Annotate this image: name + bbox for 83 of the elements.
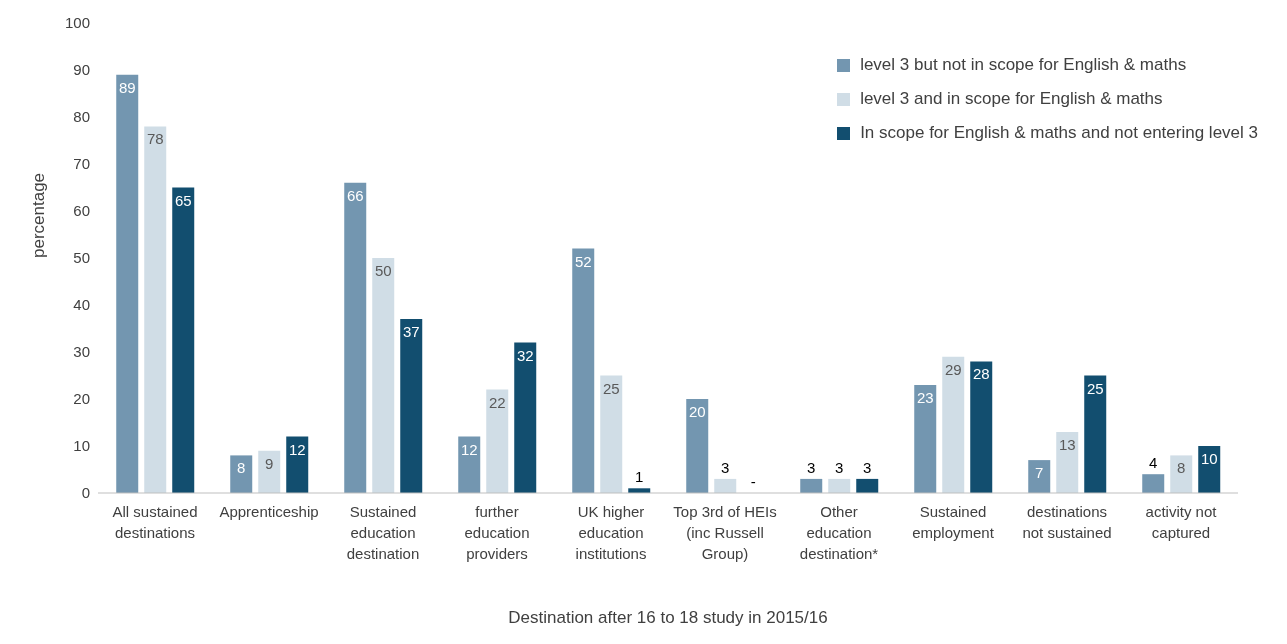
data-label: - — [750, 472, 756, 490]
data-label: 1 — [635, 468, 644, 486]
x-axis-title: Destination after 16 to 18 study in 2015/16 — [508, 608, 828, 627]
x-tick-label: Top 3rd of HEIs (inc Russell Group) — [673, 503, 777, 562]
x-tick-label: further education providers — [464, 503, 530, 562]
data-label: 25 — [1086, 379, 1104, 397]
y-tick-label: 70 — [73, 155, 90, 173]
data-label: 89 — [118, 78, 136, 96]
data-label: 66 — [346, 186, 364, 204]
y-tick-label: 0 — [81, 484, 90, 502]
bar — [230, 455, 253, 493]
data-label: 12 — [460, 440, 478, 458]
x-tick-label: Sustained education destination — [346, 503, 420, 562]
bar — [116, 74, 139, 493]
bar — [1142, 474, 1165, 493]
data-label: 20 — [688, 403, 706, 420]
data-label: 52 — [574, 252, 592, 270]
y-tick-label: 50 — [73, 249, 90, 267]
bar — [258, 450, 281, 493]
data-label: 65 — [174, 191, 192, 209]
bar — [572, 248, 595, 493]
bar — [372, 258, 395, 493]
data-label: 23 — [916, 388, 934, 406]
bar — [344, 182, 367, 493]
bar — [914, 384, 937, 493]
data-label: 3 — [721, 458, 730, 476]
bar — [600, 375, 623, 493]
bar — [1056, 431, 1079, 493]
data-label: 8 — [237, 459, 246, 477]
bar — [514, 342, 537, 493]
data-label: 10 — [1200, 450, 1218, 467]
bar — [1084, 375, 1107, 493]
bar — [1170, 455, 1193, 493]
y-tick-label: 100 — [64, 14, 90, 32]
y-tick-label: 90 — [73, 61, 90, 79]
bar — [458, 436, 481, 493]
bar — [714, 478, 737, 493]
bar — [686, 399, 709, 493]
bar — [970, 361, 993, 493]
data-label: 7 — [1035, 464, 1044, 482]
data-label: 22 — [488, 393, 506, 411]
data-label: 32 — [516, 346, 534, 364]
data-label: 4 — [1149, 454, 1158, 472]
bar — [172, 187, 195, 493]
bar — [800, 478, 823, 493]
legend-label: In scope for English & maths and not entering level 3 — [860, 122, 1258, 144]
data-label: 3 — [835, 458, 844, 476]
bar — [942, 356, 965, 493]
legend-label: level 3 but not in scope for English & maths — [860, 54, 1187, 76]
y-axis-title: percentage — [29, 172, 49, 258]
data-label: 50 — [374, 262, 392, 279]
bar — [856, 478, 879, 493]
data-label: 8 — [1177, 459, 1186, 477]
data-label: 28 — [972, 365, 990, 383]
bar — [828, 478, 851, 493]
data-label: 13 — [1058, 435, 1076, 453]
bar — [144, 126, 167, 493]
bar — [400, 319, 423, 493]
data-label: 3 — [807, 458, 816, 476]
x-tick-label: All sustained destinations — [112, 503, 198, 541]
bar — [486, 389, 509, 493]
y-tick-label: 40 — [73, 296, 90, 314]
y-tick-label: 80 — [73, 108, 90, 126]
x-tick-label: Other education destination* — [799, 503, 879, 562]
data-label: 9 — [265, 454, 274, 472]
x-tick-label: Sustained employment — [912, 503, 995, 541]
x-tick-label: activity not captured — [1145, 503, 1218, 541]
y-tick-label: 30 — [73, 343, 90, 361]
data-label: 12 — [288, 440, 306, 458]
x-tick-label: Apprenticeship — [219, 503, 319, 520]
data-label: 25 — [602, 379, 620, 397]
data-label: 78 — [146, 130, 164, 148]
data-label: 29 — [944, 360, 962, 378]
bar — [1028, 460, 1051, 493]
y-tick-label: 60 — [73, 202, 90, 220]
legend-label: level 3 and in scope for English & maths — [860, 88, 1163, 110]
data-label: 3 — [863, 458, 872, 476]
bar — [286, 436, 309, 493]
y-tick-label: 20 — [73, 390, 90, 408]
y-tick-label: 10 — [73, 437, 90, 455]
data-label: 37 — [402, 323, 420, 341]
x-tick-label: UK higher education institutions — [575, 503, 647, 562]
x-tick-label: destinations not sustained — [1022, 503, 1112, 541]
